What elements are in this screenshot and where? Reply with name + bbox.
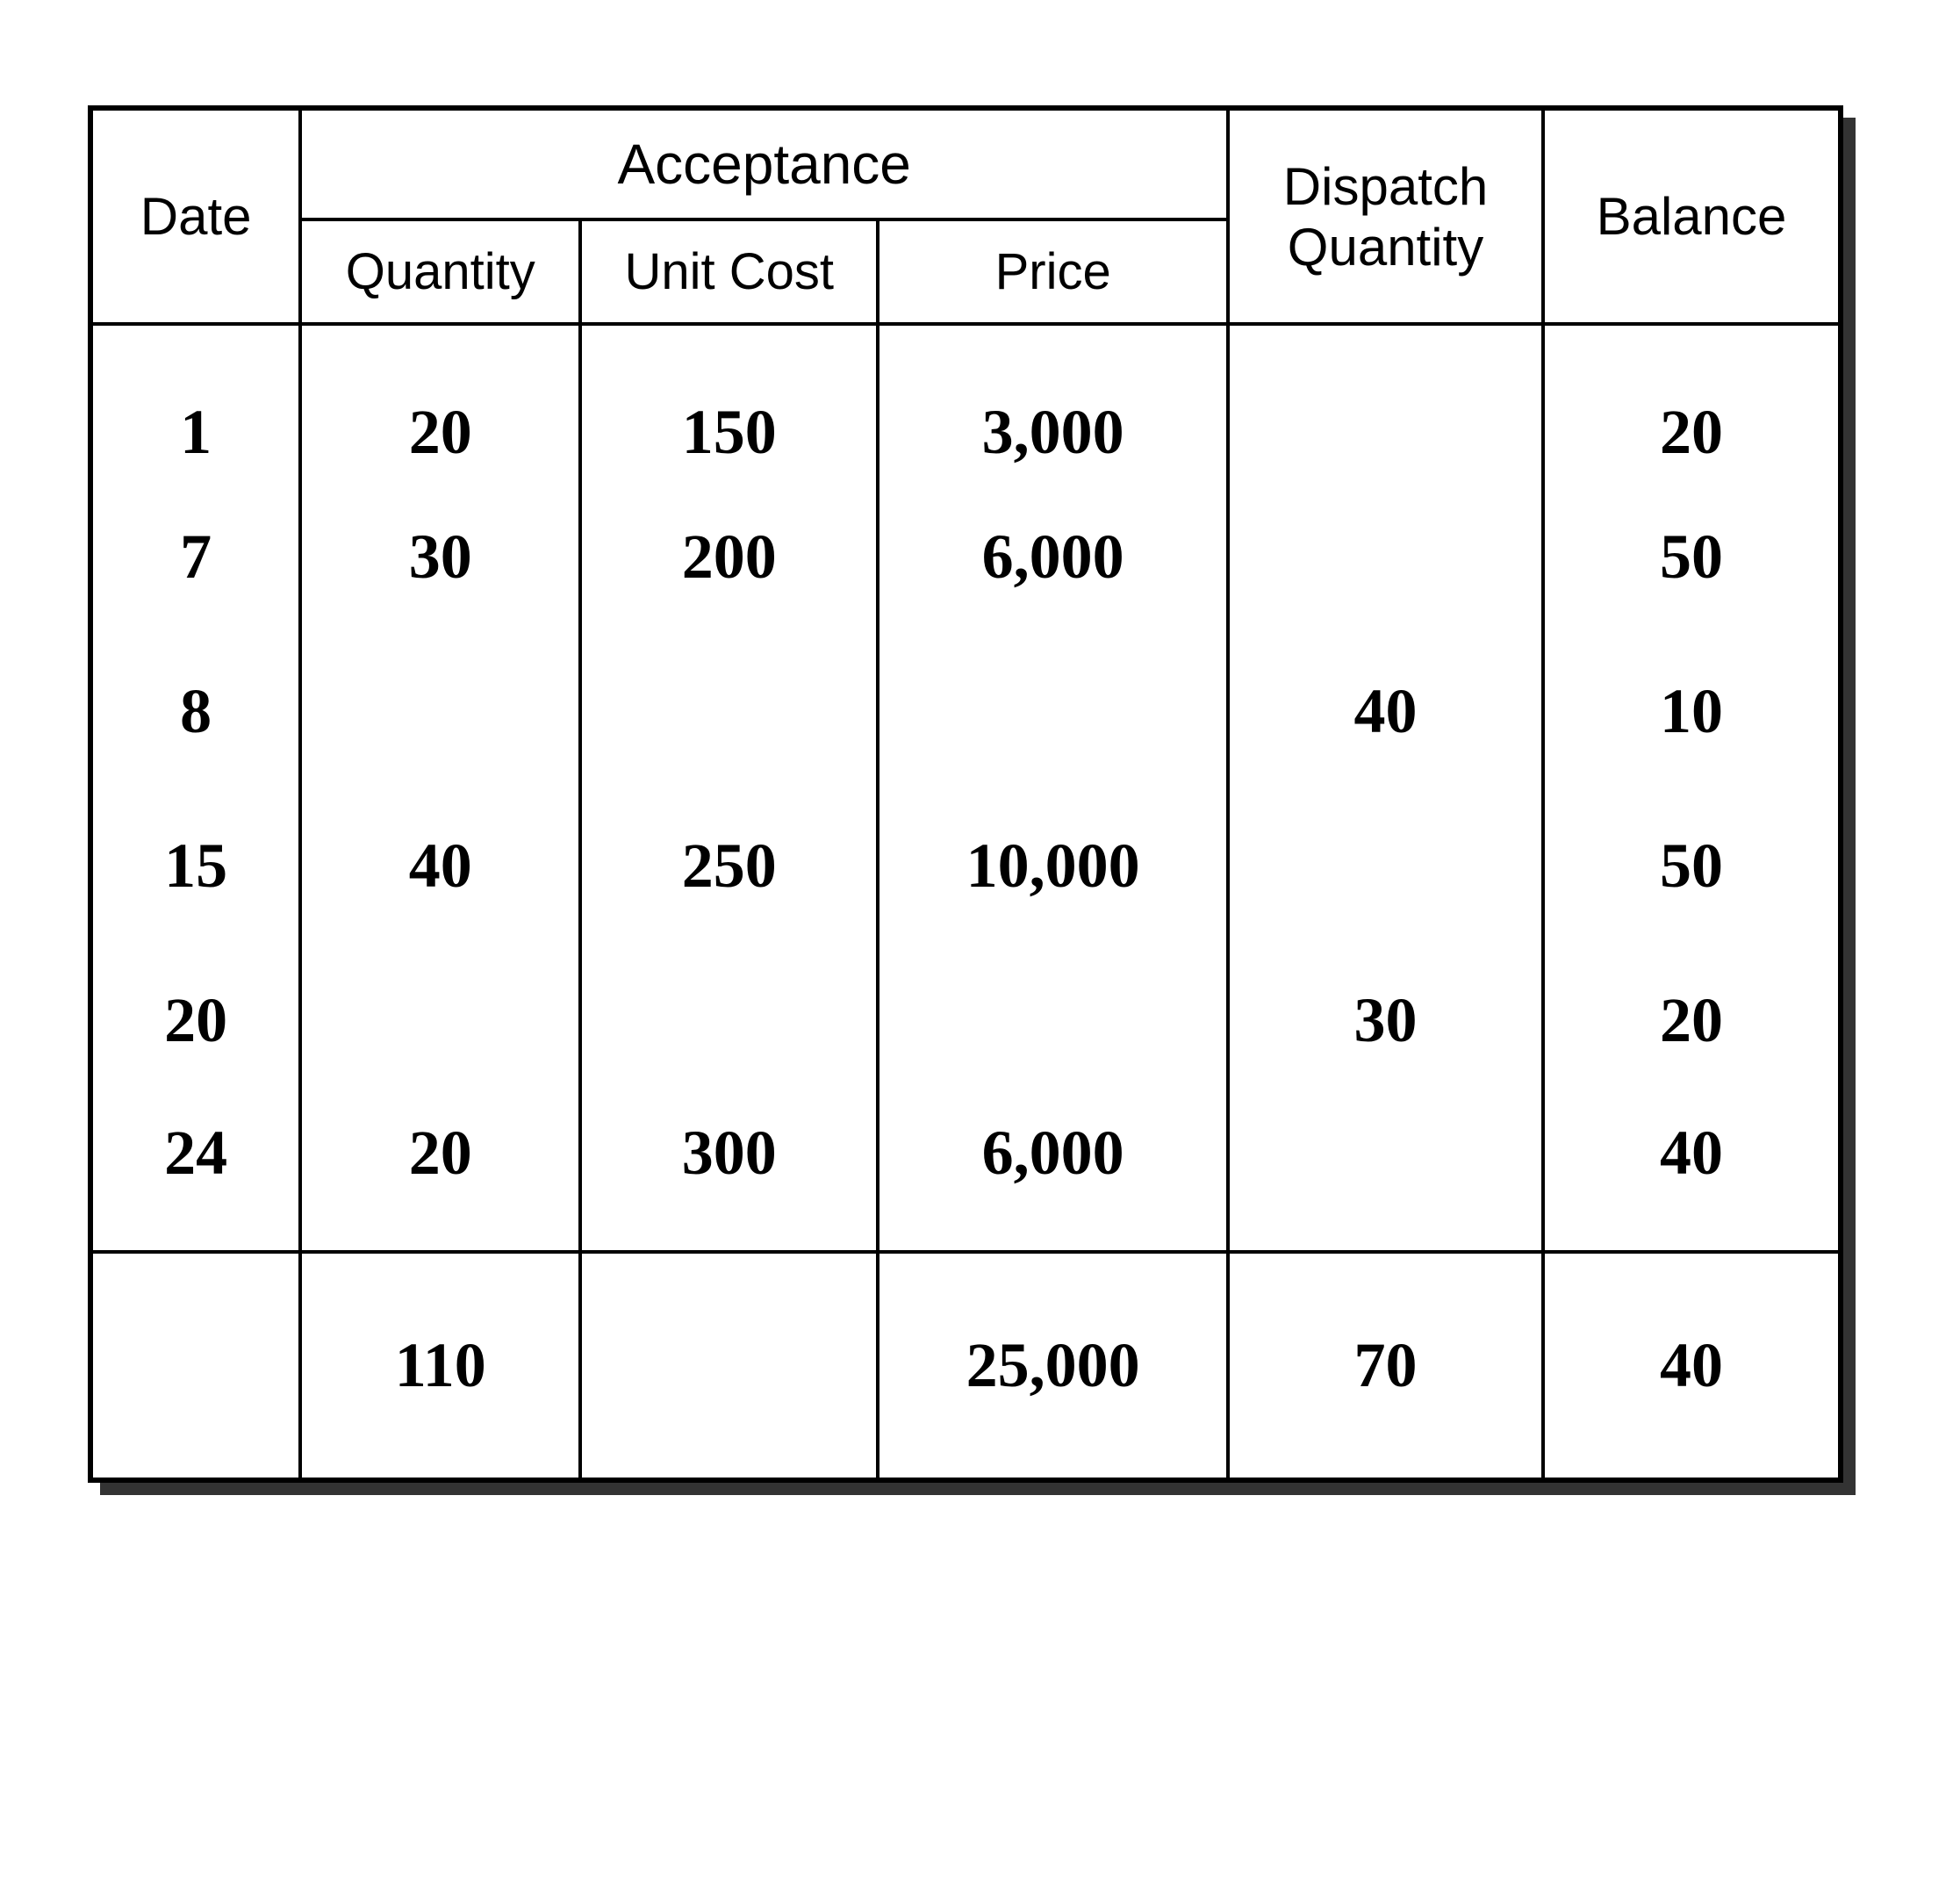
cell-dispatch-quantity <box>1228 788 1543 943</box>
cell-quantity: 30 <box>300 479 580 634</box>
cell-price: 10,000 <box>878 788 1228 943</box>
cell-balance: 50 <box>1543 788 1841 943</box>
cell-date: 1 <box>90 324 300 479</box>
table-totals-row: 110 25,000 70 40 <box>90 1252 1841 1480</box>
cell-date: 7 <box>90 479 300 634</box>
cell-dispatch-quantity: 40 <box>1228 634 1543 788</box>
cell-quantity: 40 <box>300 788 580 943</box>
cell-date: 20 <box>90 943 300 1097</box>
table-row: 15 40 250 10,000 50 <box>90 788 1841 943</box>
totals-quantity: 110 <box>300 1252 580 1480</box>
cell-dispatch-quantity <box>1228 1097 1543 1252</box>
cell-quantity <box>300 634 580 788</box>
table-row: 7 30 200 6,000 50 <box>90 479 1841 634</box>
totals-date <box>90 1252 300 1480</box>
cell-unit-cost: 300 <box>580 1097 878 1252</box>
cell-balance: 50 <box>1543 479 1841 634</box>
totals-balance: 40 <box>1543 1252 1841 1480</box>
table-row: 8 40 10 <box>90 634 1841 788</box>
cell-quantity: 20 <box>300 1097 580 1252</box>
cell-date: 24 <box>90 1097 300 1252</box>
cell-unit-cost: 200 <box>580 479 878 634</box>
cell-price <box>878 943 1228 1097</box>
totals-price: 25,000 <box>878 1252 1228 1480</box>
totals-unit-cost <box>580 1252 878 1480</box>
table-header: Date Acceptance Dispatch Quantity Balanc… <box>90 108 1841 324</box>
cell-unit-cost <box>580 634 878 788</box>
cell-date: 8 <box>90 634 300 788</box>
cell-quantity <box>300 943 580 1097</box>
cell-price: 6,000 <box>878 1097 1228 1252</box>
cell-balance: 20 <box>1543 324 1841 479</box>
inventory-table: Date Acceptance Dispatch Quantity Balanc… <box>88 105 1843 1483</box>
header-price: Price <box>878 219 1228 324</box>
table-row: 1 20 150 3,000 20 <box>90 324 1841 479</box>
cell-balance: 20 <box>1543 943 1841 1097</box>
cell-dispatch-quantity <box>1228 324 1543 479</box>
cell-unit-cost: 250 <box>580 788 878 943</box>
table-row: 24 20 300 6,000 40 <box>90 1097 1841 1252</box>
cell-price: 6,000 <box>878 479 1228 634</box>
header-acceptance-group: Acceptance <box>300 108 1228 219</box>
cell-unit-cost: 150 <box>580 324 878 479</box>
cell-price <box>878 634 1228 788</box>
cell-price: 3,000 <box>878 324 1228 479</box>
cell-balance: 40 <box>1543 1097 1841 1252</box>
header-quantity: Quantity <box>300 219 580 324</box>
header-date: Date <box>90 108 300 324</box>
cell-date: 15 <box>90 788 300 943</box>
header-dispatch-quantity: Dispatch Quantity <box>1228 108 1543 324</box>
table-row: 20 30 20 <box>90 943 1841 1097</box>
header-balance: Balance <box>1543 108 1841 324</box>
inventory-table-wrapper: Date Acceptance Dispatch Quantity Balanc… <box>88 105 1843 1483</box>
cell-dispatch-quantity: 30 <box>1228 943 1543 1097</box>
cell-dispatch-quantity <box>1228 479 1543 634</box>
table-body: 1 20 150 3,000 20 7 30 200 6,000 50 8 4 <box>90 324 1841 1480</box>
cell-unit-cost <box>580 943 878 1097</box>
header-unit-cost: Unit Cost <box>580 219 878 324</box>
totals-dispatch-quantity: 70 <box>1228 1252 1543 1480</box>
cell-balance: 10 <box>1543 634 1841 788</box>
cell-quantity: 20 <box>300 324 580 479</box>
